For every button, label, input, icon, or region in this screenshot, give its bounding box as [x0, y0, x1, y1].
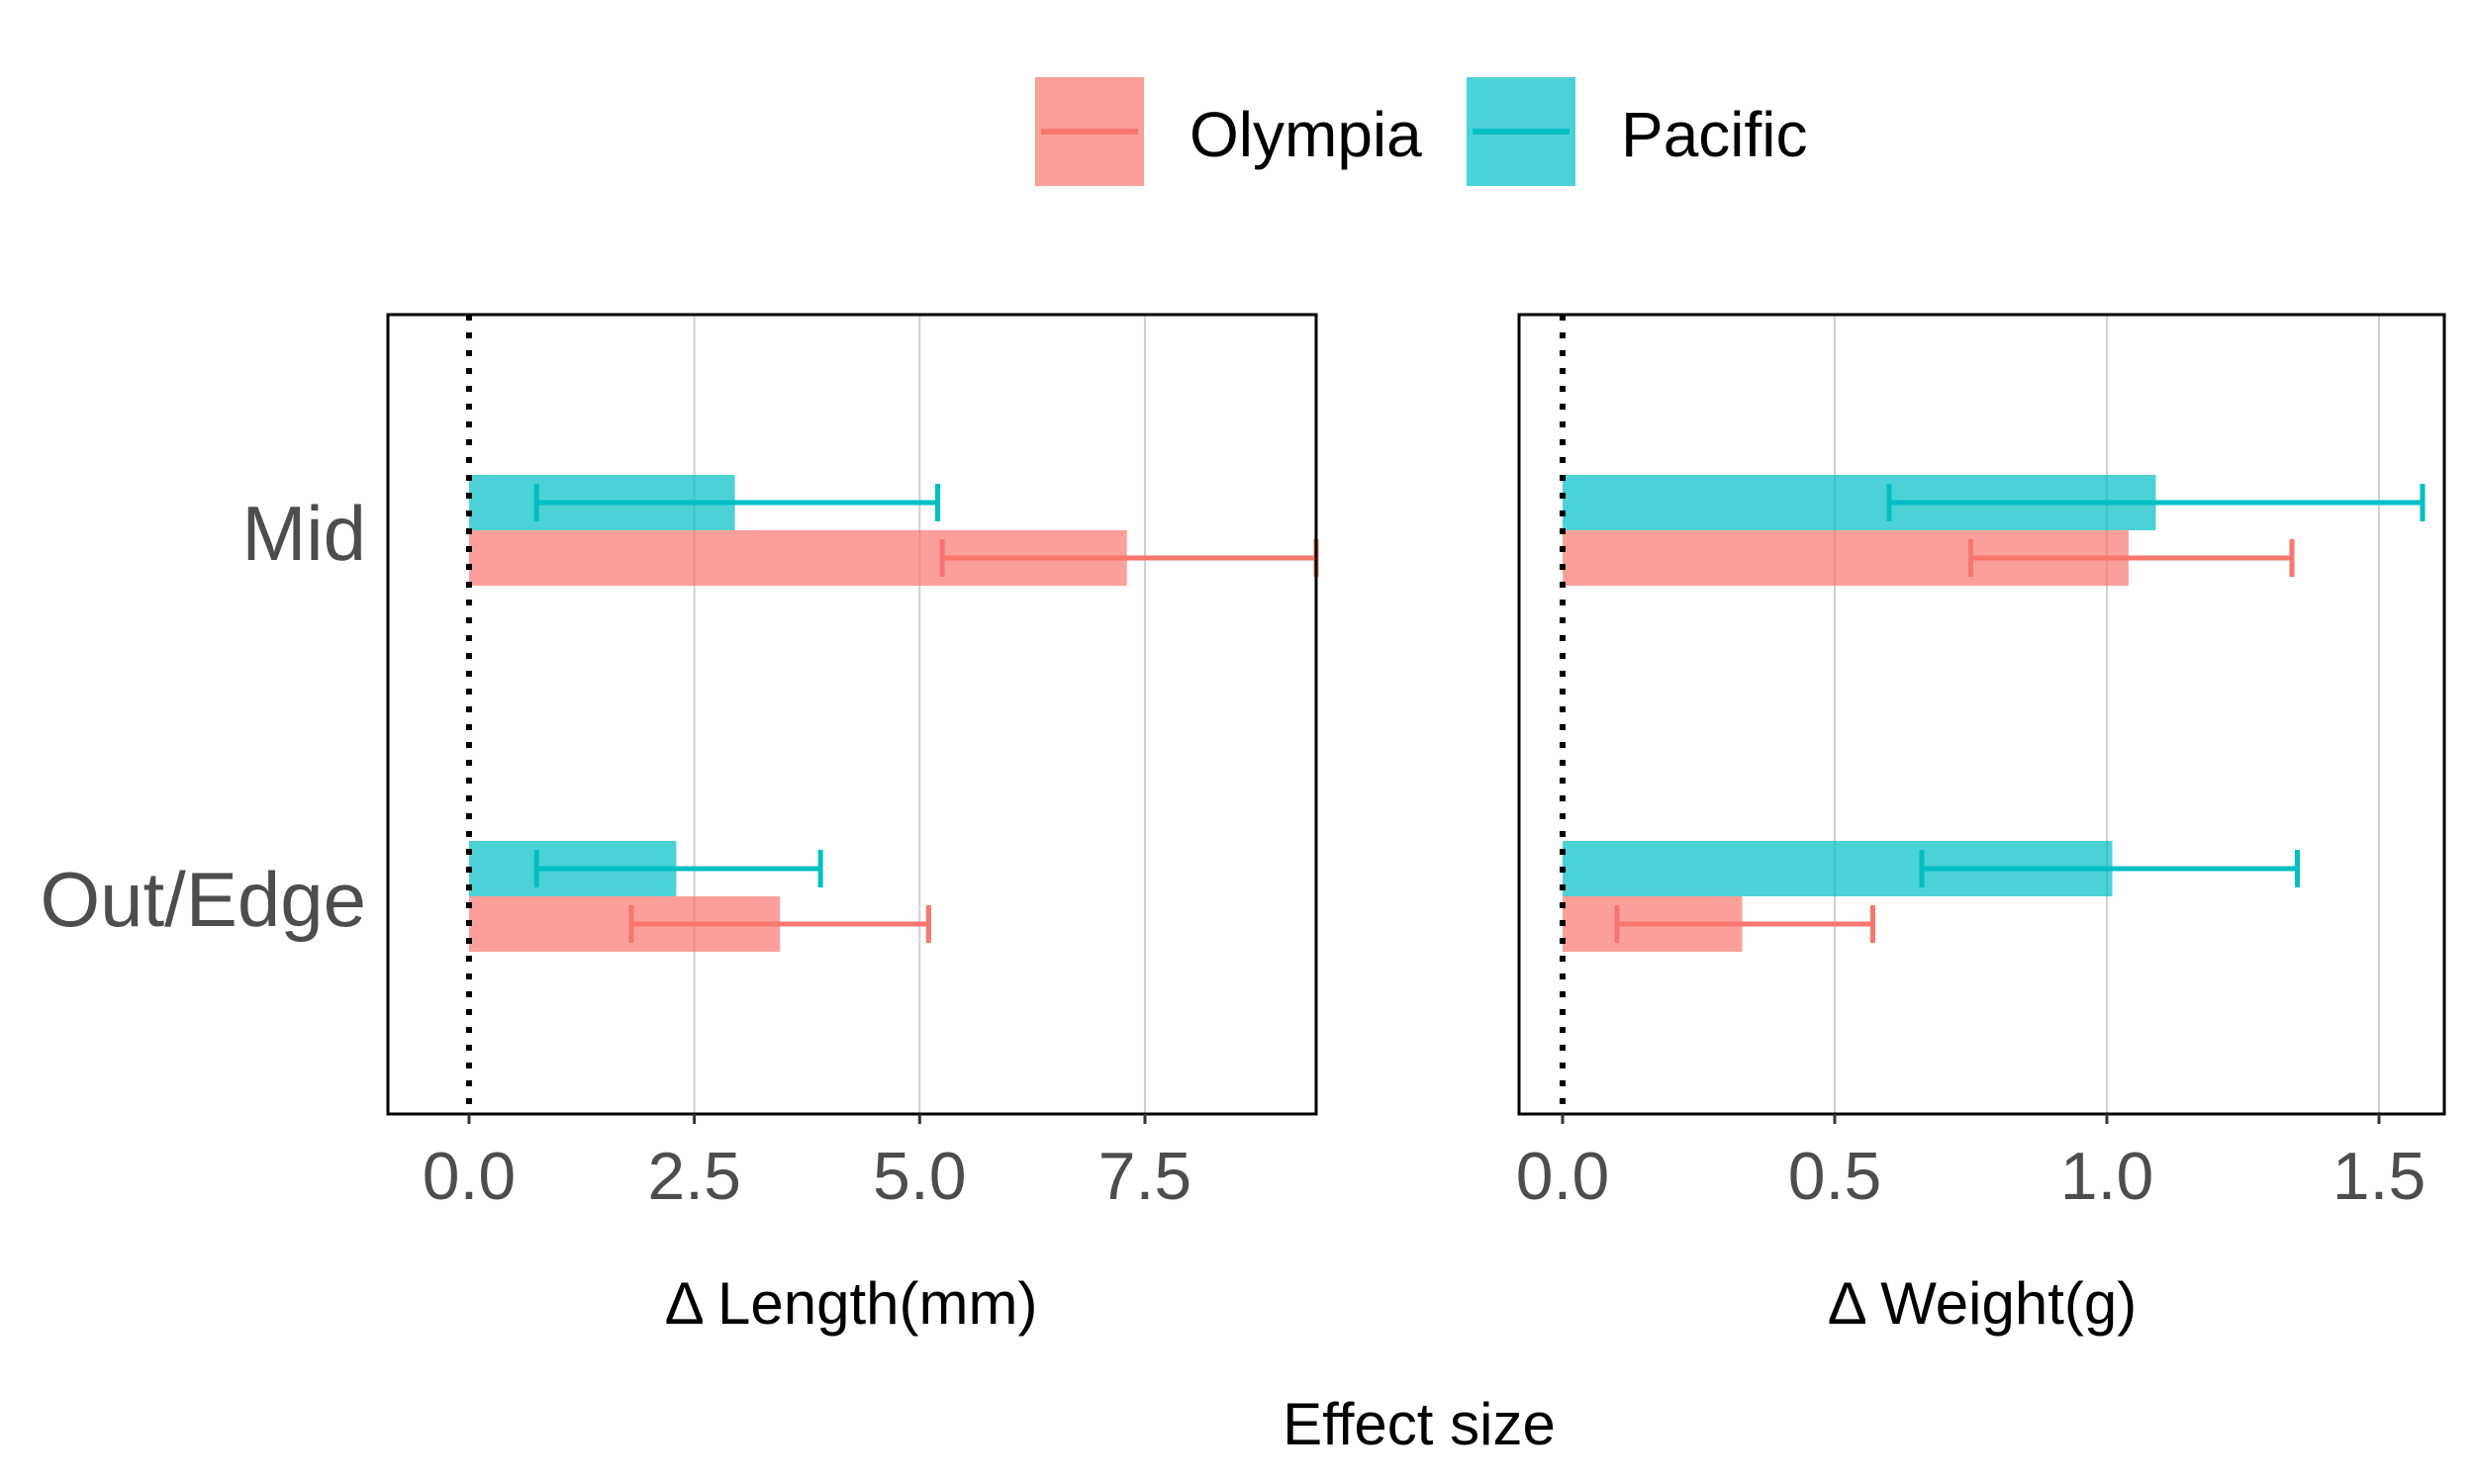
tick-label-weight-3: 1.5: [2332, 1139, 2426, 1214]
x-axis-label-weight: Δ Weight(g): [1828, 1270, 2137, 1337]
shared-x-axis-title: Effect size: [1283, 1391, 1556, 1457]
category-label-mid: Mid: [241, 490, 366, 577]
category-label-out-edge: Out/Edge: [40, 856, 366, 943]
errorbar-length-pacific-mid: [533, 484, 941, 521]
tick-label-weight-0: 0.0: [1516, 1139, 1610, 1214]
errorbar-weight-olympia-mid: [1968, 539, 2295, 577]
errorbar-weight-pacific-out-edge: [1919, 850, 2300, 887]
tick-label-length-2: 5.0: [873, 1139, 967, 1214]
legend: Olympia Pacific: [1035, 77, 1808, 186]
x-axis-label-length: Δ Length(mm): [665, 1270, 1038, 1337]
legend-label-pacific: Pacific: [1621, 99, 1808, 170]
panel-frame-length: [386, 313, 1318, 1116]
legend-label-olympia: Olympia: [1189, 99, 1422, 170]
tick-label-weight-2: 1.0: [2060, 1139, 2154, 1214]
errorbar-length-pacific-out-edge: [533, 850, 823, 887]
panel-length: 0.0 2.5 5.0 7.5: [386, 313, 1319, 1214]
errorbar-weight-pacific-mid: [1886, 484, 2426, 521]
tick-label-weight-1: 0.5: [1788, 1139, 1882, 1214]
panel-frame-weight: [1517, 313, 2446, 1116]
errorbar-weight-olympia-out-edge: [1614, 905, 1875, 943]
panel-weight: 0.0 0.5 1.0 1.5: [1516, 313, 2446, 1214]
errorbar-length-olympia-out-edge: [628, 905, 931, 943]
tick-label-length-1: 2.5: [647, 1139, 741, 1214]
tick-label-length-0: 0.0: [423, 1139, 517, 1214]
tick-label-length-3: 7.5: [1098, 1139, 1192, 1214]
